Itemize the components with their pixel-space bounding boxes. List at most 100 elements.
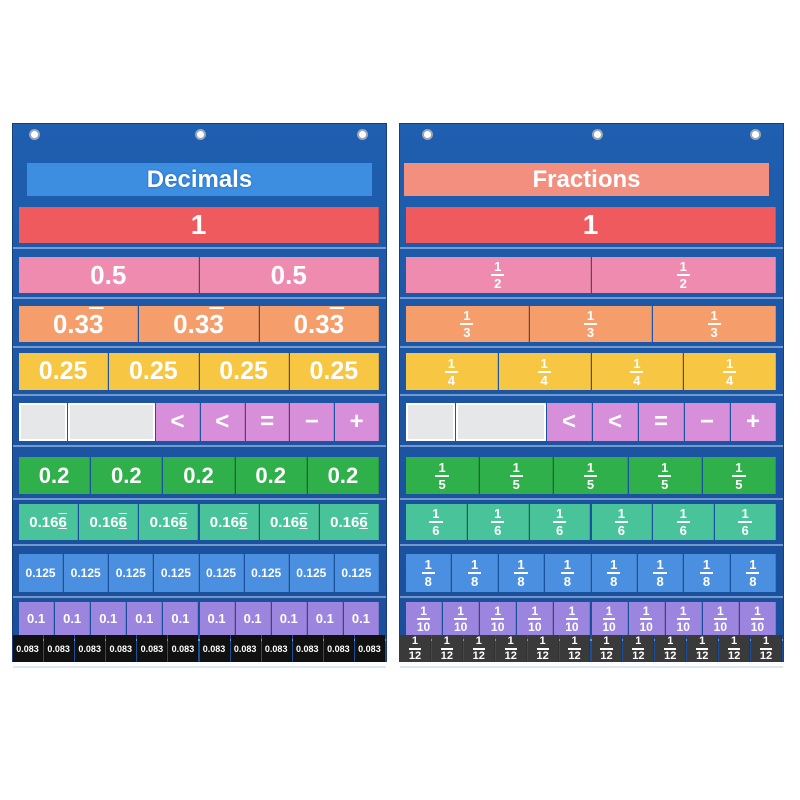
decimal-card-sixths[interactable]: 0.166 bbox=[199, 504, 259, 540]
decimal-card-fourths[interactable]: 0.25 bbox=[289, 353, 379, 390]
fraction-card-symbols[interactable]: − bbox=[684, 403, 730, 441]
decimal-card-twelfths[interactable]: 0.083 bbox=[292, 635, 323, 662]
decimal-card-halves[interactable]: 0.5 bbox=[19, 257, 199, 293]
fraction-card-twelfths[interactable]: 1 12 bbox=[591, 635, 623, 662]
fraction-card-twelfths[interactable]: 1 12 bbox=[431, 635, 463, 662]
decimal-card-thirds[interactable]: 0.33 bbox=[19, 306, 139, 342]
decimal-card-symbols[interactable]: + bbox=[335, 403, 379, 441]
decimal-card-fifths[interactable]: 0.2 bbox=[163, 457, 235, 494]
decimal-card-eighths[interactable]: 0.125 bbox=[154, 554, 199, 592]
fraction-card-twelfths[interactable]: 1 12 bbox=[400, 635, 431, 662]
decimal-card-thirds[interactable]: 0.33 bbox=[259, 306, 379, 342]
fraction-card-tenths[interactable]: 1 10 bbox=[480, 602, 517, 635]
decimal-card-twelfths[interactable]: 0.083 bbox=[323, 635, 354, 662]
decimal-card-halves[interactable]: 0.5 bbox=[199, 257, 379, 293]
decimal-card-symbols[interactable]: < bbox=[200, 403, 245, 441]
decimal-card-fourths[interactable]: 0.25 bbox=[109, 353, 199, 390]
decimal-card-sixths[interactable]: 0.166 bbox=[139, 504, 199, 540]
decimal-card-twelfths[interactable]: 0.083 bbox=[106, 635, 137, 662]
decimal-card-tenths[interactable]: 0.1 bbox=[307, 602, 343, 635]
fraction-card-tenths[interactable]: 1 10 bbox=[628, 602, 665, 635]
fraction-card-symbols[interactable]: = bbox=[638, 403, 684, 441]
decimal-card-sixths[interactable]: 0.166 bbox=[259, 504, 319, 540]
fraction-card-tenths[interactable]: 1 10 bbox=[665, 602, 702, 635]
decimal-card-fourths[interactable]: 0.25 bbox=[19, 353, 109, 390]
decimal-card-whole[interactable]: 1 bbox=[19, 207, 379, 243]
decimal-card-twelfths[interactable]: 0.083 bbox=[75, 635, 106, 662]
fraction-card-twelfths[interactable]: 1 12 bbox=[719, 635, 751, 662]
decimal-card-eighths[interactable]: 0.125 bbox=[64, 554, 109, 592]
decimal-card-sixths[interactable]: 0.166 bbox=[19, 504, 79, 540]
fraction-card-twelfths[interactable]: 1 12 bbox=[751, 635, 782, 662]
decimal-card-fifths[interactable]: 0.2 bbox=[91, 457, 163, 494]
decimal-card-twelfths[interactable]: 0.083 bbox=[199, 635, 230, 662]
decimal-card-twelfths[interactable]: 0.083 bbox=[230, 635, 261, 662]
decimal-card-tenths[interactable]: 0.1 bbox=[127, 602, 163, 635]
decimal-card-twelfths[interactable]: 0.083 bbox=[354, 635, 385, 662]
fraction-card-twelfths[interactable]: 1 12 bbox=[463, 635, 495, 662]
decimal-card-eighths[interactable]: 0.125 bbox=[199, 554, 244, 592]
fraction-card-tenths[interactable]: 1 10 bbox=[702, 602, 739, 635]
fraction-card-tenths[interactable]: 1 10 bbox=[591, 602, 628, 635]
decimal-card-tenths[interactable]: 0.1 bbox=[235, 602, 271, 635]
decimal-card-twelfths[interactable]: 0.083 bbox=[13, 635, 44, 662]
decimal-card-twelfths[interactable]: 0.083 bbox=[137, 635, 168, 662]
decimal-card-twelfths[interactable]: 0.083 bbox=[44, 635, 75, 662]
fraction-card-twelfths[interactable]: 1 12 bbox=[655, 635, 687, 662]
blank-card[interactable] bbox=[456, 403, 546, 441]
decimal-card-tenths[interactable]: 0.1 bbox=[271, 602, 307, 635]
fraction-card-tenths[interactable]: 1 10 bbox=[517, 602, 554, 635]
decimal-card-twelfths[interactable]: 0.083 bbox=[261, 635, 292, 662]
fraction-card-whole[interactable]: 1 bbox=[406, 207, 776, 243]
fraction-card-symbols[interactable]: + bbox=[730, 403, 776, 441]
decimal-card-tenths[interactable]: 0.1 bbox=[19, 602, 55, 635]
decimal-card-sixths[interactable]: 0.166 bbox=[319, 504, 379, 540]
blank-card[interactable] bbox=[19, 403, 67, 441]
fraction-card-twelfths[interactable]: 1 12 bbox=[527, 635, 559, 662]
decimal-card-eighths[interactable]: 0.125 bbox=[244, 554, 289, 592]
decimal-card-fourths[interactable]: 0.25 bbox=[199, 353, 289, 390]
blank-card[interactable] bbox=[406, 403, 456, 441]
decimal-card-sixths[interactable]: 0.166 bbox=[79, 504, 139, 540]
fraction-card-symbols[interactable]: < bbox=[592, 403, 638, 441]
decimal-card-symbols[interactable]: − bbox=[290, 403, 335, 441]
decimal-card-eighths[interactable]: 0.125 bbox=[334, 554, 379, 592]
fraction-card-symbols[interactable]: < bbox=[546, 403, 592, 441]
decimal-card-twelfths[interactable]: 0.083 bbox=[168, 635, 199, 662]
decimal-card-tenths[interactable]: 0.1 bbox=[199, 602, 235, 635]
decimal-card-tenths[interactable]: 0.1 bbox=[163, 602, 199, 635]
decimal-card-tenths[interactable]: 0.1 bbox=[343, 602, 379, 635]
fraction-card-tenths[interactable]: 1 10 bbox=[443, 602, 480, 635]
decimal-card-tenths[interactable]: 0.1 bbox=[91, 602, 127, 635]
blank-card[interactable] bbox=[67, 403, 156, 441]
fraction-card-tenths[interactable]: 1 10 bbox=[554, 602, 591, 635]
decimal-card-thirds[interactable]: 0.33 bbox=[139, 306, 259, 342]
fraction-card-twelfths[interactable]: 1 12 bbox=[687, 635, 719, 662]
decimal-card-fifths[interactable]: 0.2 bbox=[235, 457, 307, 494]
